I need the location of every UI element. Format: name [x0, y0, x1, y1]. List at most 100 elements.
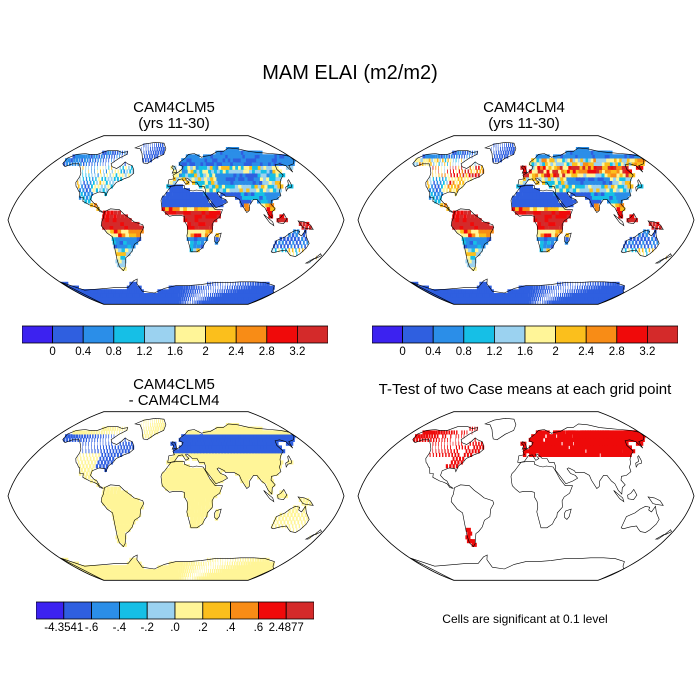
grid-cell: [573, 441, 579, 446]
grid-cell: [203, 471, 209, 476]
grid-cell: [124, 173, 127, 178]
panel-title-diff-line1: CAM4CLM5: [133, 376, 215, 393]
grid-cell: [543, 240, 548, 245]
grid-cell: [105, 180, 108, 185]
grid-cell: [276, 520, 279, 525]
grid-cell: [430, 437, 432, 442]
grid-cell: [535, 449, 539, 454]
grid-cell: [455, 165, 457, 170]
grid-cell: [559, 165, 565, 170]
grid-cell: [454, 150, 457, 155]
grid-cell: [205, 486, 210, 491]
grid-cell: [230, 449, 236, 454]
grid-cell: [234, 460, 240, 465]
grid-cell: [545, 300, 547, 305]
grid-cell: [557, 180, 563, 185]
grid-cell: [470, 452, 473, 457]
grid-cell: [538, 173, 542, 178]
grid-cell: [656, 221, 660, 226]
grid-cell: [187, 169, 192, 174]
grid-cell: [199, 289, 201, 294]
grid-cell: [438, 161, 440, 166]
grid-cell: [210, 452, 215, 457]
grid-cell: [268, 467, 274, 472]
grid-cell: [136, 512, 142, 517]
grid-cell: [212, 561, 214, 566]
grid-cell: [183, 490, 188, 495]
colorbar-swatch: [230, 601, 259, 620]
grid-cell: [93, 180, 95, 185]
grid-cell: [113, 214, 117, 219]
grid-cell: [641, 233, 645, 238]
grid-cell: [183, 199, 188, 204]
grid-cell: [197, 475, 202, 480]
grid-cell: [193, 475, 198, 480]
colorbar-tick-label: 0.4: [425, 346, 442, 358]
grid-cell: [420, 158, 423, 163]
grid-cell: [204, 452, 209, 457]
grid-cell: [205, 505, 209, 510]
grid-cell: [183, 486, 188, 491]
grid-cell: [600, 285, 603, 290]
grid-cell: [204, 199, 209, 204]
grid-cell: [191, 569, 193, 574]
grid-cell: [252, 195, 258, 200]
grid-cell: [82, 195, 85, 200]
grid-cell: [187, 218, 192, 223]
grid-cell: [109, 225, 115, 230]
grid-cell: [224, 569, 227, 574]
grid-cell: [188, 158, 193, 163]
grid-cell: [486, 285, 492, 290]
grid-cell: [597, 285, 601, 290]
grid-cell: [158, 293, 163, 298]
grid-cell: [206, 300, 210, 305]
coastline-japan: [635, 455, 642, 468]
grid-cell: [234, 184, 240, 189]
grid-cell: [191, 158, 196, 163]
grid-cell: [261, 191, 267, 196]
grid-cell: [178, 445, 183, 450]
grid-cell: [532, 176, 536, 181]
grid-cell: [83, 180, 85, 185]
grid-cell: [259, 471, 265, 476]
grid-cell: [512, 150, 515, 155]
grid-cell: [526, 206, 531, 211]
grid-cell: [533, 210, 538, 215]
grid-cell: [119, 430, 120, 435]
grid-cell: [267, 199, 273, 204]
grid-cell: [447, 184, 450, 189]
grid-cell: [162, 426, 165, 431]
grid-cell: [561, 437, 566, 442]
coastline-south-america: [450, 484, 495, 548]
coastline-sumatra: [263, 490, 275, 503]
grid-cell: [558, 229, 563, 234]
grid-cell: [587, 445, 593, 450]
grid-cell: [217, 557, 219, 562]
grid-cell: [646, 251, 648, 256]
grid-cell: [457, 150, 460, 155]
grid-cell: [461, 236, 467, 241]
grid-cell: [463, 210, 468, 215]
grid-cell: [223, 165, 229, 170]
grid-cell: [201, 300, 204, 305]
grid-cell: [88, 441, 89, 446]
grid-cell: [446, 180, 448, 185]
grid-cell: [589, 449, 595, 454]
grid-cell: [441, 173, 443, 178]
grid-cell: [156, 293, 161, 298]
grid-cell: [194, 501, 199, 506]
grid-cell: [533, 158, 538, 163]
grid-cell: [577, 285, 578, 290]
grid-cell: [494, 154, 496, 159]
grid-cell: [452, 188, 455, 193]
grid-cell: [165, 486, 169, 491]
grid-cell: [204, 203, 209, 208]
grid-cell: [124, 437, 126, 442]
grid-cell: [95, 154, 98, 159]
grid-cell: [103, 169, 104, 174]
grid-cell: [178, 169, 183, 174]
grid-cell: [471, 259, 477, 264]
grid-cell: [573, 191, 579, 196]
map-ttest: [357, 411, 695, 581]
grid-cell: [555, 225, 560, 230]
